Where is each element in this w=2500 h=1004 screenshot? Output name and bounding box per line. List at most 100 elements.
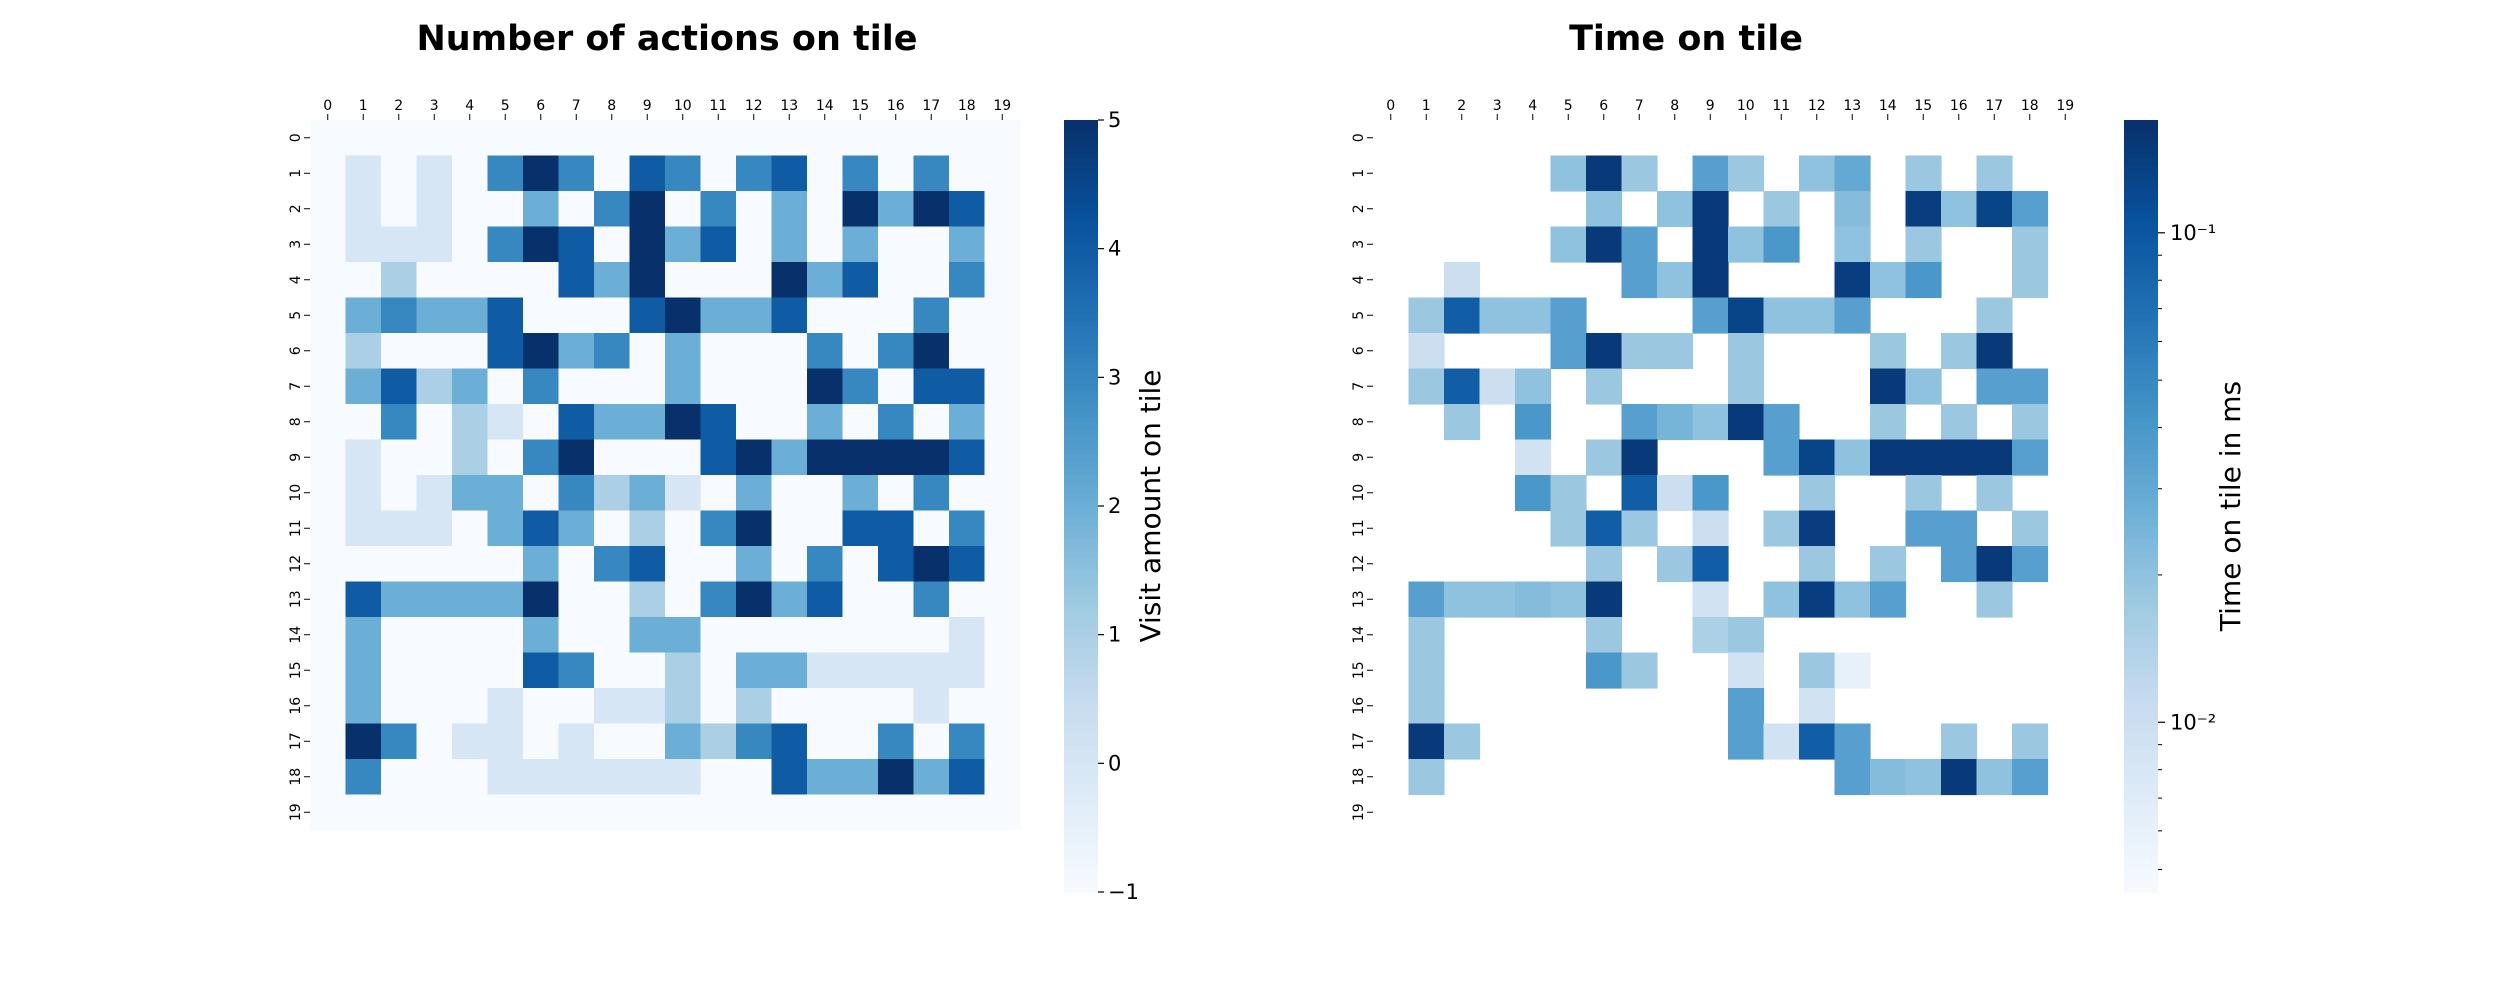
colorbar-segment xyxy=(2124,242,2158,250)
heatmap-cell xyxy=(700,404,737,441)
colorbar-segment xyxy=(2124,158,2158,166)
heatmap-cell xyxy=(665,439,702,476)
heatmap-cell xyxy=(629,191,666,228)
heatmap-cell xyxy=(487,723,524,760)
heatmap-cell xyxy=(913,155,950,192)
heatmap-cell xyxy=(736,510,773,547)
heatmap-cell xyxy=(1408,723,1445,760)
colorbar-segment xyxy=(1064,216,1098,224)
heatmap-cell xyxy=(381,333,418,370)
heatmap-cell xyxy=(416,510,453,547)
heatmap-cell xyxy=(949,368,986,405)
heatmap-cell xyxy=(1550,510,1587,547)
heatmap-cell xyxy=(416,688,453,725)
y-tick-label: 14 xyxy=(288,626,304,644)
heatmap-cell xyxy=(736,652,773,689)
colorbar-segment xyxy=(1064,422,1098,430)
colorbar-tick-label: 2 xyxy=(1108,494,1121,518)
heatmap-cell xyxy=(629,226,666,263)
heatmap-cell xyxy=(345,510,382,547)
heatmap-cell xyxy=(736,155,773,192)
heatmap-cell xyxy=(1621,439,1658,476)
heatmap-cell xyxy=(558,262,595,299)
heatmap-cell xyxy=(452,226,489,263)
colorbar-segment xyxy=(1064,647,1098,655)
y-tick-label: 1 xyxy=(288,169,304,178)
heatmap-cell xyxy=(345,475,382,512)
heatmap-cell xyxy=(700,439,737,476)
colorbar-segment xyxy=(1064,203,1098,211)
y-tick-label: 17 xyxy=(288,732,304,750)
colorbar-segment xyxy=(2124,782,2158,790)
heatmap-cell xyxy=(1444,404,1481,441)
heatmap-cell xyxy=(594,794,631,831)
heatmap-cell xyxy=(452,510,489,547)
heatmap-cell xyxy=(807,226,844,263)
heatmap-cell xyxy=(878,652,915,689)
heatmap-cell xyxy=(1408,617,1445,654)
heatmap-cell xyxy=(558,759,595,796)
heatmap-cell xyxy=(629,652,666,689)
heatmap-cell xyxy=(310,723,347,760)
heatmap-cell xyxy=(310,794,347,831)
colorbar-tick-label: 4 xyxy=(1108,237,1121,261)
colorbar-segment xyxy=(2124,525,2158,533)
colorbar-segment xyxy=(1064,679,1098,687)
heatmap-cell xyxy=(700,368,737,405)
colorbar-segment xyxy=(1064,222,1098,231)
colorbar-segment xyxy=(2124,731,2158,739)
heatmap-cell xyxy=(878,155,915,192)
y-tick-label: 9 xyxy=(288,453,304,462)
heatmap-cell xyxy=(1834,439,1871,476)
y-tick-label: 1 xyxy=(1351,169,1367,178)
x-tick-label: 0 xyxy=(1386,98,1395,114)
heatmap-cell xyxy=(1834,723,1871,760)
heatmap-cell xyxy=(949,226,986,263)
heatmap-cell xyxy=(381,191,418,228)
colorbar-segment xyxy=(1064,454,1098,462)
heatmap-cell xyxy=(1692,191,1729,228)
colorbar-segment xyxy=(1064,789,1098,797)
colorbar-segment xyxy=(2124,538,2158,546)
heatmap-cell xyxy=(1941,510,1978,547)
y-tick-label: 3 xyxy=(288,240,304,249)
heatmap-cell xyxy=(629,297,666,334)
heatmap-cell xyxy=(736,794,773,831)
heatmap-cell xyxy=(1799,475,1836,512)
y-tick-label: 16 xyxy=(1351,697,1367,715)
colorbar-segment xyxy=(2124,435,2158,443)
heatmap-cell xyxy=(1763,510,1800,547)
colorbar-segment xyxy=(2124,499,2158,507)
colorbar-segment xyxy=(2124,486,2158,494)
heatmap-cell xyxy=(381,794,418,831)
heatmap-cell xyxy=(381,688,418,725)
heatmap-cell xyxy=(913,723,950,760)
colorbar-segment xyxy=(2124,666,2158,675)
heatmap-cell xyxy=(487,333,524,370)
heatmap-cell xyxy=(1976,155,2013,192)
heatmap-cell xyxy=(2012,262,2049,299)
heatmap-cell xyxy=(487,475,524,512)
heatmap-cell xyxy=(1515,297,1552,334)
heatmap-cell xyxy=(1550,333,1587,370)
colorbar-segment xyxy=(1064,782,1098,790)
heatmap-cell xyxy=(878,617,915,654)
heatmap-cell xyxy=(1905,510,1942,547)
heatmap-cell xyxy=(1834,581,1871,618)
x-tick-label: 14 xyxy=(1879,98,1897,114)
heatmap-cell xyxy=(665,510,702,547)
heatmap-cell xyxy=(1905,439,1942,476)
heatmap-cell xyxy=(984,368,1021,405)
heatmap-cell xyxy=(771,510,808,547)
heatmap-cell xyxy=(949,155,986,192)
actions-colorbar-label: Visit amount on tile xyxy=(1134,369,1167,642)
heatmap-cell xyxy=(1444,262,1481,299)
x-tick-label: 8 xyxy=(607,98,616,114)
heatmap-cell xyxy=(878,794,915,831)
heatmap-cell xyxy=(700,120,737,157)
heatmap-cell xyxy=(807,439,844,476)
y-tick-label: 0 xyxy=(1351,133,1367,142)
heatmap-cell xyxy=(1692,297,1729,334)
heatmap-cell xyxy=(416,226,453,263)
heatmap-cell xyxy=(665,617,702,654)
